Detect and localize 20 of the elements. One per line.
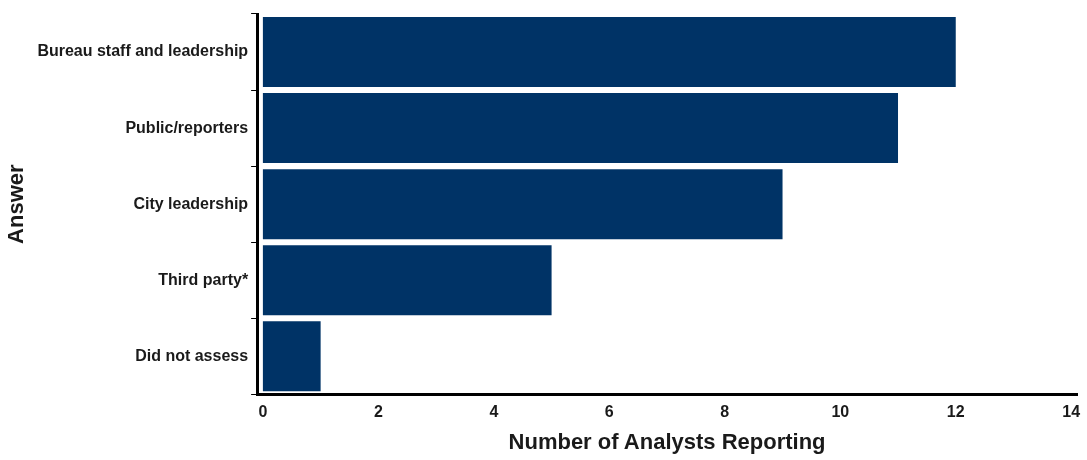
bar	[262, 169, 783, 240]
bar	[262, 93, 899, 164]
x-tick-label: 4	[489, 403, 499, 421]
x-tick-label: 2	[373, 403, 383, 421]
y-tick-label: Third party*	[158, 270, 249, 288]
x-tick-label: 14	[1062, 403, 1081, 421]
bar	[262, 17, 956, 88]
y-tick-label: Bureau staff and leadership	[37, 42, 249, 60]
x-tick-label: 12	[946, 403, 965, 421]
y-axis-title: Answer	[3, 164, 29, 244]
y-tick-label: Public/reporters	[125, 118, 249, 136]
x-tick-label: 8	[720, 403, 730, 421]
bar	[262, 321, 321, 392]
x-axis-title: Number of Analysts Reporting	[508, 428, 826, 454]
y-tick-label: Did not assess	[135, 346, 249, 364]
bar	[262, 245, 552, 316]
x-tick-label: 0	[258, 403, 268, 421]
x-tick-label: 10	[831, 403, 850, 421]
y-tick-label: City leadership	[133, 194, 249, 212]
x-tick-label: 6	[604, 403, 614, 421]
